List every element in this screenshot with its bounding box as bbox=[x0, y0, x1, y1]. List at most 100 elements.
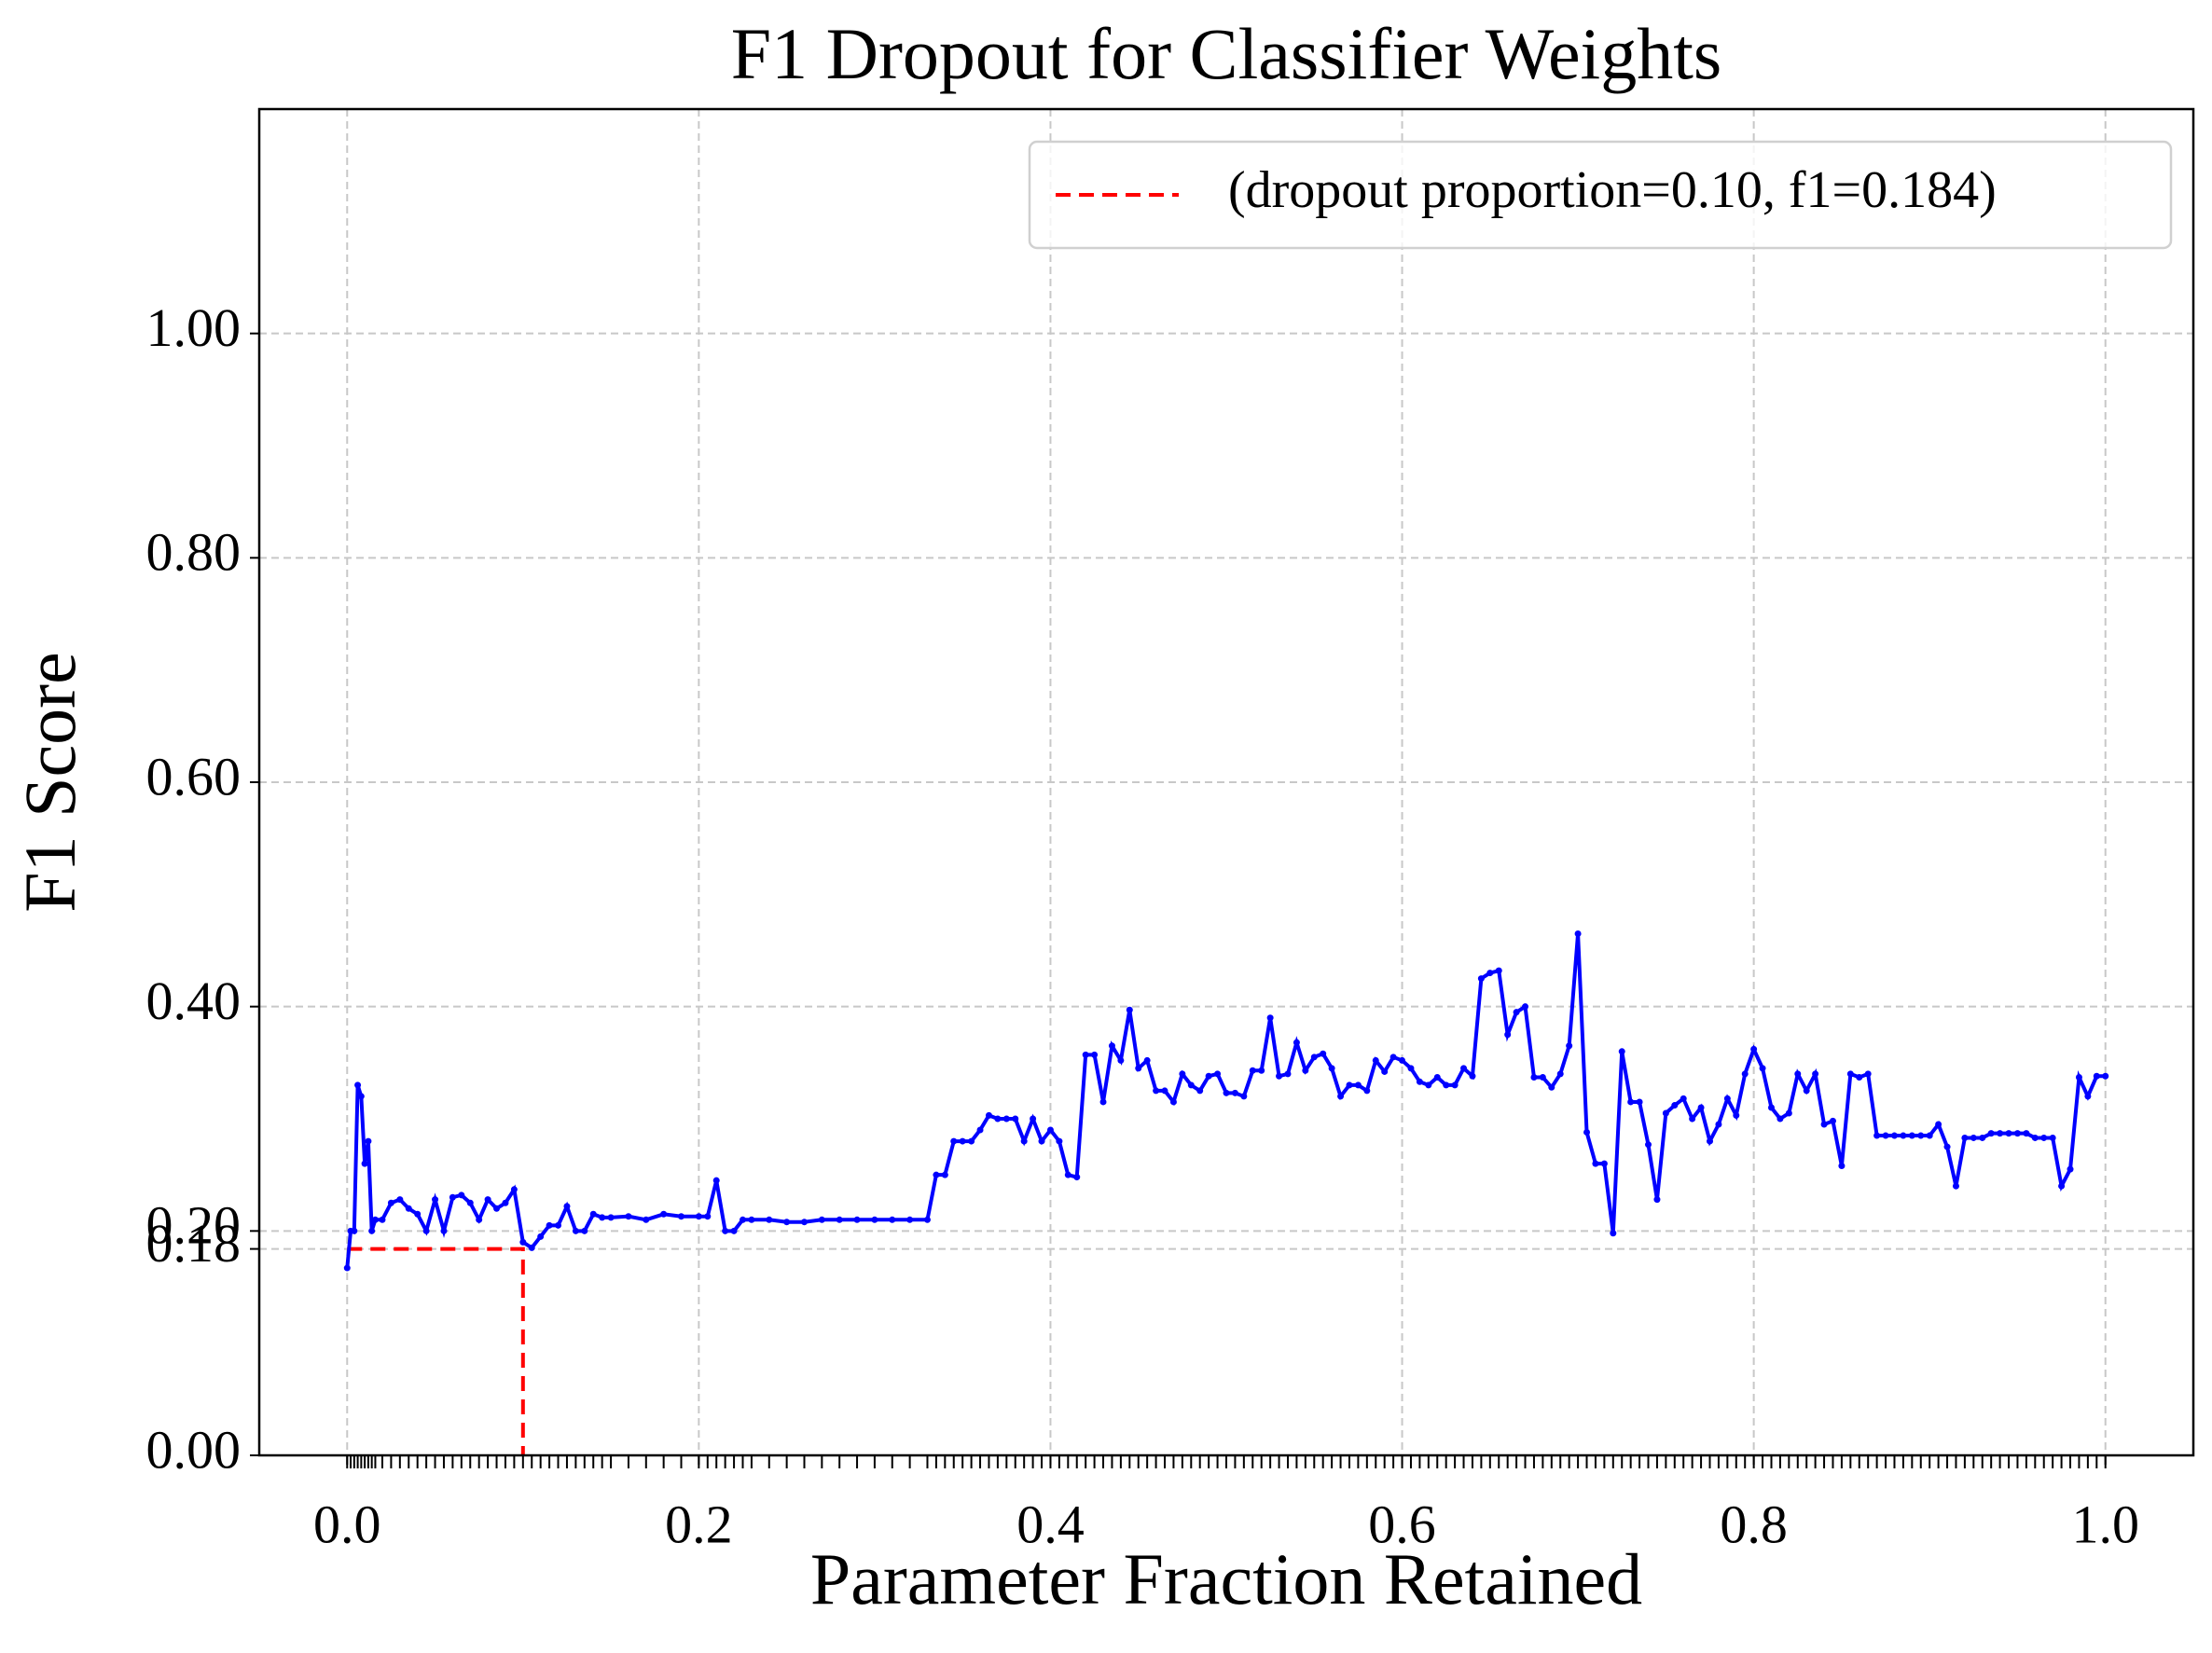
point bbox=[783, 1219, 791, 1226]
point bbox=[1627, 1098, 1635, 1106]
point bbox=[1425, 1081, 1432, 1089]
point bbox=[1723, 1095, 1731, 1102]
point bbox=[555, 1221, 562, 1229]
point bbox=[1082, 1051, 1089, 1058]
point bbox=[458, 1192, 465, 1199]
point bbox=[1310, 1054, 1318, 1061]
point bbox=[1662, 1109, 1669, 1117]
point bbox=[2058, 1182, 2066, 1190]
point bbox=[1161, 1087, 1168, 1095]
y-tick-label: 0.40 bbox=[146, 971, 242, 1031]
point bbox=[748, 1216, 755, 1223]
point bbox=[1372, 1056, 1379, 1064]
y-tick-label: 1.00 bbox=[146, 297, 242, 358]
point bbox=[1522, 1003, 1529, 1011]
point bbox=[1030, 1115, 1037, 1123]
point bbox=[1399, 1056, 1406, 1064]
point bbox=[1293, 1039, 1300, 1046]
point bbox=[1530, 1073, 1538, 1081]
point bbox=[1126, 1006, 1133, 1013]
point bbox=[1416, 1078, 1423, 1085]
point bbox=[1882, 1132, 1889, 1139]
point bbox=[1592, 1160, 1599, 1167]
point bbox=[1803, 1087, 1810, 1095]
point bbox=[422, 1227, 430, 1234]
point bbox=[484, 1196, 491, 1204]
point bbox=[1900, 1132, 1907, 1139]
point bbox=[800, 1219, 808, 1226]
point bbox=[1777, 1115, 1784, 1123]
point bbox=[1451, 1081, 1459, 1089]
point bbox=[660, 1210, 668, 1218]
point bbox=[740, 1216, 746, 1223]
point bbox=[1389, 1054, 1397, 1061]
point bbox=[368, 1227, 376, 1234]
point bbox=[2031, 1134, 2039, 1141]
point bbox=[1196, 1087, 1204, 1095]
point bbox=[432, 1196, 439, 1204]
point bbox=[1548, 1083, 1555, 1091]
point bbox=[1407, 1065, 1415, 1072]
point bbox=[871, 1216, 878, 1223]
point bbox=[2075, 1073, 2082, 1081]
point bbox=[1486, 970, 1494, 977]
point bbox=[1284, 1070, 1292, 1078]
point bbox=[712, 1177, 720, 1184]
point bbox=[1759, 1065, 1766, 1072]
point bbox=[1223, 1089, 1230, 1096]
legend-box bbox=[1028, 140, 2173, 250]
point bbox=[1873, 1132, 1881, 1139]
point bbox=[449, 1193, 456, 1201]
point bbox=[1943, 1143, 1951, 1150]
point bbox=[572, 1227, 579, 1234]
point bbox=[563, 1203, 571, 1210]
x-tick-label: 1.0 bbox=[2071, 1494, 2139, 1554]
point bbox=[1636, 1098, 1643, 1106]
y-tick-label: 0.20 bbox=[146, 1195, 242, 1256]
point bbox=[2084, 1093, 2092, 1100]
point bbox=[2067, 1165, 2074, 1173]
point bbox=[1153, 1087, 1160, 1095]
point bbox=[1574, 930, 1582, 937]
point bbox=[2093, 1072, 2100, 1080]
point bbox=[1460, 1065, 1468, 1072]
point bbox=[1214, 1070, 1222, 1078]
point bbox=[1433, 1073, 1441, 1081]
point bbox=[343, 1264, 351, 1272]
point bbox=[722, 1227, 729, 1234]
point bbox=[1539, 1073, 1546, 1081]
point bbox=[1600, 1160, 1608, 1167]
plot-frame bbox=[257, 107, 2195, 1457]
y-tick-label: 0.00 bbox=[146, 1419, 242, 1480]
point bbox=[1697, 1104, 1705, 1111]
x-tick-label: 0.4 bbox=[1016, 1494, 1085, 1554]
point bbox=[1363, 1087, 1371, 1095]
point bbox=[1012, 1115, 1019, 1123]
point bbox=[387, 1199, 394, 1206]
point bbox=[493, 1205, 501, 1212]
y-tick-label: 0.60 bbox=[146, 746, 242, 806]
y-axis-label: F1 Score bbox=[9, 652, 90, 912]
point bbox=[528, 1244, 535, 1251]
x-tick-label: 0.2 bbox=[665, 1494, 733, 1554]
point bbox=[1046, 1126, 1054, 1134]
point bbox=[1187, 1081, 1195, 1089]
point bbox=[1767, 1104, 1775, 1111]
point bbox=[1952, 1182, 1959, 1190]
point bbox=[941, 1171, 948, 1178]
point bbox=[968, 1137, 975, 1145]
point bbox=[1979, 1134, 1986, 1141]
point bbox=[1838, 1163, 1846, 1170]
point bbox=[351, 1227, 358, 1234]
point bbox=[1205, 1072, 1212, 1080]
y-tick-label: 0.18 bbox=[146, 1213, 242, 1274]
point bbox=[1610, 1230, 1617, 1237]
point bbox=[766, 1216, 773, 1223]
point bbox=[1671, 1102, 1679, 1109]
point bbox=[1935, 1121, 1942, 1128]
point bbox=[1987, 1130, 1995, 1137]
point bbox=[1917, 1132, 1925, 1139]
point bbox=[1689, 1115, 1696, 1123]
point bbox=[1829, 1117, 1836, 1124]
